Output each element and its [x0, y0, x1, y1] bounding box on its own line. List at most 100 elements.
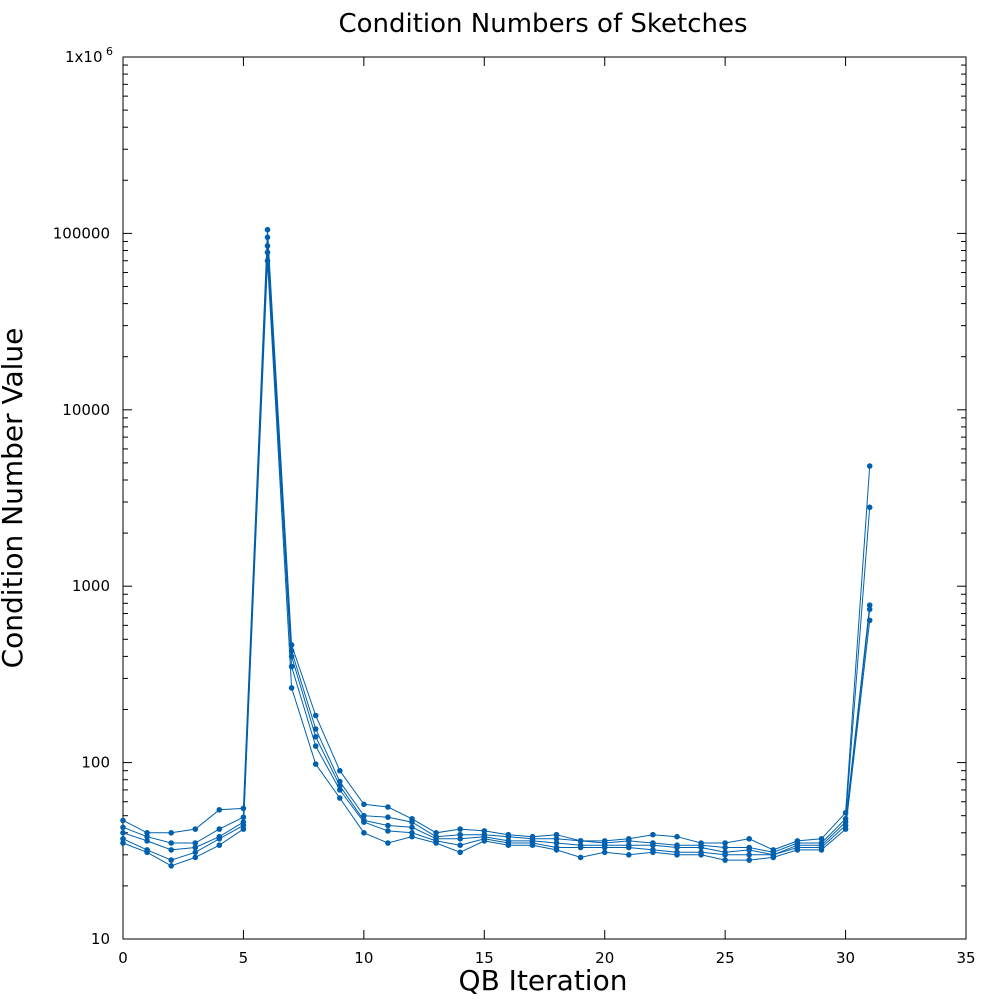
data-point	[722, 840, 728, 846]
data-point	[312, 743, 319, 749]
data-point	[650, 849, 656, 856]
data-point	[577, 838, 584, 844]
series-line-5	[122, 260, 871, 867]
data-point	[553, 847, 560, 853]
series-group	[120, 226, 873, 869]
data-point	[409, 833, 415, 840]
data-point	[144, 838, 150, 844]
data-point	[168, 863, 174, 869]
x-tick-label: 30	[836, 949, 855, 967]
data-point	[505, 833, 512, 840]
y-ticks: 10 100 1000 10000 100000 1x10 6	[53, 45, 966, 948]
data-point	[168, 847, 174, 853]
data-point	[120, 830, 126, 836]
data-point	[337, 767, 343, 774]
data-point	[312, 712, 319, 719]
data-point	[481, 838, 488, 844]
data-point	[337, 795, 343, 801]
data-point	[144, 830, 150, 836]
data-point	[746, 847, 752, 853]
data-point	[866, 504, 873, 511]
data-point	[698, 852, 704, 858]
data-point	[553, 840, 560, 846]
data-point	[577, 854, 584, 861]
x-tick-label: 20	[595, 949, 614, 967]
data-point	[385, 804, 391, 810]
data-point	[866, 463, 873, 469]
data-point	[722, 844, 728, 851]
data-point	[264, 243, 271, 249]
data-point	[674, 852, 680, 858]
data-point	[866, 606, 873, 613]
data-point	[457, 836, 464, 842]
data-point	[337, 787, 343, 793]
y-tick-label: 1000	[72, 577, 110, 595]
data-point	[794, 847, 801, 853]
data-point	[361, 819, 367, 825]
y-tick-label: 10000	[62, 401, 110, 419]
data-point	[650, 842, 656, 848]
data-point	[818, 836, 825, 842]
data-point	[264, 249, 271, 256]
data-point	[361, 830, 367, 836]
data-point	[553, 831, 560, 838]
data-point	[722, 857, 728, 863]
plot-frame	[122, 56, 967, 940]
series-line-3	[122, 245, 871, 856]
data-point	[674, 844, 680, 851]
data-point	[674, 833, 680, 840]
data-point	[216, 807, 223, 813]
y-tick-label: 100000	[53, 224, 110, 242]
series-line-2	[122, 237, 871, 853]
data-point	[457, 831, 464, 838]
data-point	[385, 814, 391, 820]
data-point	[457, 842, 464, 848]
data-point	[312, 734, 319, 740]
data-point	[409, 819, 415, 825]
data-point	[288, 663, 295, 670]
data-point	[601, 849, 608, 856]
data-point	[626, 852, 632, 858]
x-tick-label: 35	[956, 949, 975, 967]
data-point	[433, 830, 439, 836]
data-point	[818, 847, 825, 853]
data-point	[361, 812, 367, 819]
data-point	[120, 840, 126, 846]
data-point	[144, 833, 150, 840]
x-tick-label: 10	[354, 949, 373, 967]
data-point	[746, 852, 752, 858]
data-point	[264, 226, 271, 233]
data-point	[722, 852, 728, 858]
x-tick-label: 15	[475, 949, 494, 967]
x-tick-label: 25	[716, 949, 735, 967]
data-point	[698, 844, 704, 851]
x-tick-label: 5	[239, 949, 249, 967]
data-point	[264, 257, 271, 264]
data-point	[192, 826, 199, 832]
data-point	[288, 685, 295, 691]
data-point	[457, 849, 464, 856]
data-point	[746, 857, 752, 863]
data-point	[505, 842, 512, 848]
data-point	[553, 836, 560, 842]
data-point	[192, 854, 199, 861]
data-point	[385, 828, 391, 834]
data-point	[842, 826, 849, 832]
data-point	[601, 844, 608, 851]
y-tick-label: 1x10 6	[65, 45, 113, 66]
data-point	[144, 849, 150, 856]
data-point	[168, 840, 174, 846]
y-tick-label: 100	[81, 754, 110, 772]
data-point	[216, 836, 223, 842]
data-point	[866, 617, 873, 624]
data-point	[650, 831, 656, 838]
data-point	[168, 857, 174, 863]
data-point	[626, 844, 632, 851]
data-point	[409, 824, 415, 831]
data-point	[385, 840, 391, 846]
data-point	[192, 849, 199, 856]
x-ticks: 0 5 10 15 20 25 30 35	[118, 57, 976, 967]
data-point	[120, 836, 126, 842]
data-point	[192, 840, 199, 846]
data-point	[120, 824, 126, 831]
